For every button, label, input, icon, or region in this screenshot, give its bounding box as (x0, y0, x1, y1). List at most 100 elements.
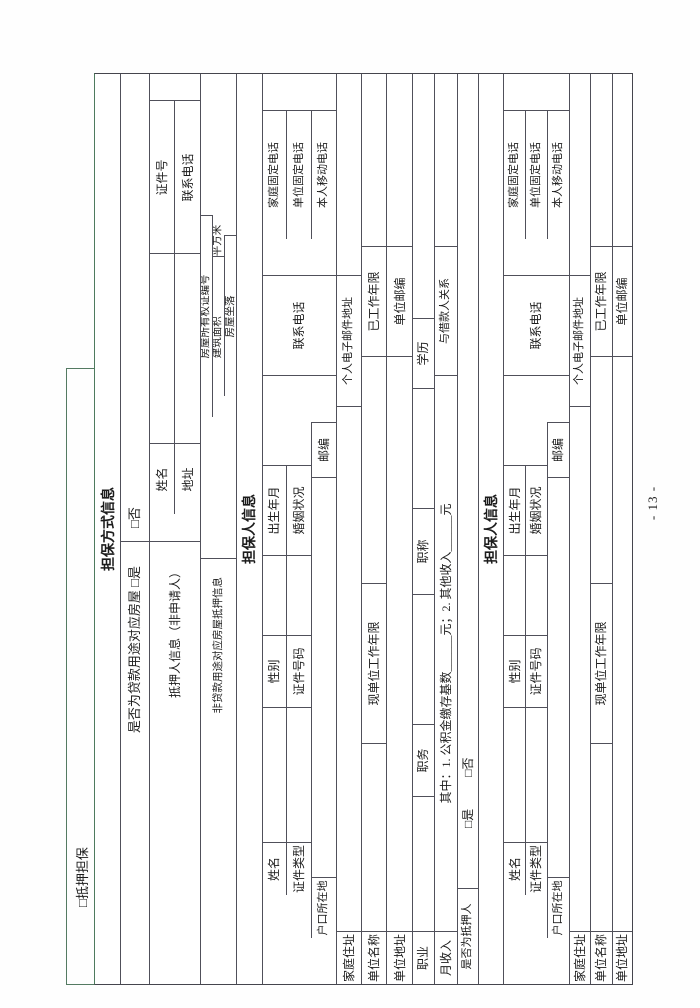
table-row: 姓名 证件号 (149, 100, 175, 515)
guarantee-info-table: 担保方式信息 是否为贷款用途对应房屋 □是 □否 抵押人信息（非申请人） 姓名 … (94, 73, 633, 985)
field-label-monthly-income: 月收入 (438, 940, 453, 977)
field-label-home-address: 家庭住址 (572, 934, 587, 983)
is-mortgagor-options: □是 □否 (457, 74, 478, 889)
field-value-blank (412, 797, 435, 932)
field-value-blank (287, 708, 311, 843)
field-label-personal-email: 个人电子邮件地址 (569, 276, 591, 407)
field-label-id-number: 证件号码 (287, 636, 311, 708)
section-title-guarantee: 担保方式信息 (99, 487, 116, 571)
loan-purpose-label: 是否为贷款用途对应房屋 □是 (127, 566, 143, 734)
field-value-blank (262, 465, 287, 466)
field-value-blank (311, 478, 336, 878)
field-label-postcode: 邮编 (311, 423, 336, 478)
guarantor1-identity-block: 姓名 性别 出生年月 证件类型 证件号码 婚姻状况 (261, 74, 336, 984)
field-label-contact-phone: 联系电话 (175, 101, 201, 255)
field-value-blank (547, 422, 569, 423)
field-value-blank (435, 74, 457, 247)
table-row: 是否为抵押人 □是 □否 (456, 74, 478, 984)
table-row: 姓名 性别 出生年月 (262, 465, 287, 895)
guarantor2-phone-rows: 家庭固定电话 单位固定电话 本人移动电话 (504, 74, 569, 276)
mortgage-option-checkbox-label: □抵押担保 (74, 847, 90, 907)
table-row: 单位固定电话 (525, 110, 547, 239)
field-value-blank (547, 478, 569, 878)
field-value-blank (612, 74, 632, 247)
field-value-blank (262, 556, 287, 636)
field-label-total-work-years: 已工作年限 (362, 247, 387, 357)
field-label-work-phone: 单位固定电话 (529, 142, 542, 208)
field-label-education: 学历 (412, 319, 435, 389)
field-label-home-phone: 家庭固定电话 (508, 142, 521, 208)
field-label-occupation: 职业 (416, 946, 431, 971)
field-value-blank (362, 357, 387, 584)
section-title-guarantor2: 担保人信息 (483, 494, 500, 564)
table-row: 房屋所有权证编号 (201, 215, 213, 417)
field-label-current-employer-years: 现单位工作年限 (362, 584, 387, 744)
field-label-work-phone: 单位固定电话 (292, 142, 305, 208)
guarantee-title-row: 担保方式信息 (95, 74, 120, 984)
table-row: 单位地址 单位邮编 (386, 74, 412, 984)
table-row: 月收入 其中：1. 公积金缴存基数______元；2. 其他收入______元 … (434, 74, 457, 984)
field-value-blank (591, 74, 612, 247)
field-label-id-number: 证件号 (149, 101, 175, 255)
field-value-blank (175, 100, 201, 102)
table-row: 房屋坐落 (224, 235, 237, 397)
guarantor2-title-row: 担保人信息 (477, 74, 504, 984)
field-value-blank (526, 708, 547, 843)
field-value-blank (526, 465, 547, 466)
field-label-professional-title: 职称 (412, 509, 435, 595)
field-label-personal-email: 个人电子邮件地址 (336, 276, 361, 407)
table-row: 本人移动电话 (546, 110, 569, 239)
field-value-blank (591, 357, 612, 584)
field-label-house-location: 房屋坐落 (225, 295, 236, 338)
field-label-is-mortgagor: 是否为抵押人 (461, 903, 474, 970)
field-label-home-address: 家庭住址 (341, 934, 356, 983)
field-value-blank (547, 110, 569, 111)
field-label-employer-name: 单位名称 (594, 934, 609, 983)
field-value-blank (504, 556, 526, 636)
table-row: 证件类型 证件号码 婚姻状况 (525, 465, 547, 895)
table-row: 姓名 性别 出生年月 (504, 465, 526, 895)
property-mortgage-block: 非贷款用途对应房屋抵押信息 房屋所有权证编号 建筑面积 平方米 房屋坐落 (200, 74, 237, 984)
field-label-address: 地址 (180, 467, 195, 492)
field-value-blank (591, 744, 612, 932)
field-label-postcode: 邮编 (547, 423, 569, 478)
table-row: 证件类型 证件号码 婚姻状况 (286, 465, 311, 895)
field-value-blank (225, 235, 237, 237)
field-value-blank (311, 422, 336, 423)
guarantor1-phone-rows: 家庭固定电话 单位固定电话 本人移动电话 (262, 74, 336, 276)
field-value-blank (336, 74, 361, 276)
field-value-blank (362, 74, 387, 247)
field-value-blank (149, 254, 175, 445)
field-label-current-employer-years: 现单位工作年限 (591, 584, 612, 744)
table-row: 单位固定电话 (286, 110, 311, 239)
table-row: 家庭固定电话 (504, 110, 526, 239)
field-label-employer-address: 单位地址 (392, 934, 407, 983)
field-value-blank (149, 100, 175, 102)
field-value-blank (412, 74, 435, 319)
field-value-blank (262, 110, 287, 111)
guarantor1-title-row: 担保人信息 (236, 74, 262, 984)
field-value-blank (287, 465, 311, 466)
checkbox-yes: □是 (460, 808, 475, 828)
page-number: - 13 - (645, 485, 660, 521)
field-value-blank (262, 708, 287, 843)
mortgage-guarantee-row-fragment: □抵押担保 (66, 368, 95, 985)
guarantor1-identity-rows: 姓名 性别 出生年月 证件类型 证件号码 婚姻状况 (262, 376, 336, 984)
property-rows: 房屋所有权证编号 建筑面积 平方米 房屋坐落 (201, 74, 237, 559)
field-value-blank (504, 110, 526, 111)
table-row: 单位名称 现单位工作年限 已工作年限 (361, 74, 387, 984)
field-label-marital-status: 婚姻状况 (287, 466, 311, 556)
field-label-birth-date: 出生年月 (504, 466, 526, 556)
table-row: 单位名称 现单位工作年限 已工作年限 (590, 74, 612, 984)
field-value-blank (504, 465, 526, 466)
mortgagor-block: 抵押人信息（非申请人） 姓名 证件号 地址 联系电话 (148, 74, 201, 984)
field-label-mobile-phone: 本人移动电话 (551, 142, 564, 208)
field-value-blank (287, 556, 311, 636)
table-row: 户口所在地 邮编 (546, 422, 569, 938)
field-label-employer-postcode: 单位邮编 (387, 247, 412, 357)
table-row: 家庭住址 个人电子邮件地址 (568, 74, 591, 984)
field-value-blank (201, 215, 213, 217)
field-label-contact-phone-group: 联系电话 (504, 276, 569, 376)
table-row: 地址 联系电话 (174, 100, 201, 515)
field-label-name: 姓名 (267, 857, 282, 882)
